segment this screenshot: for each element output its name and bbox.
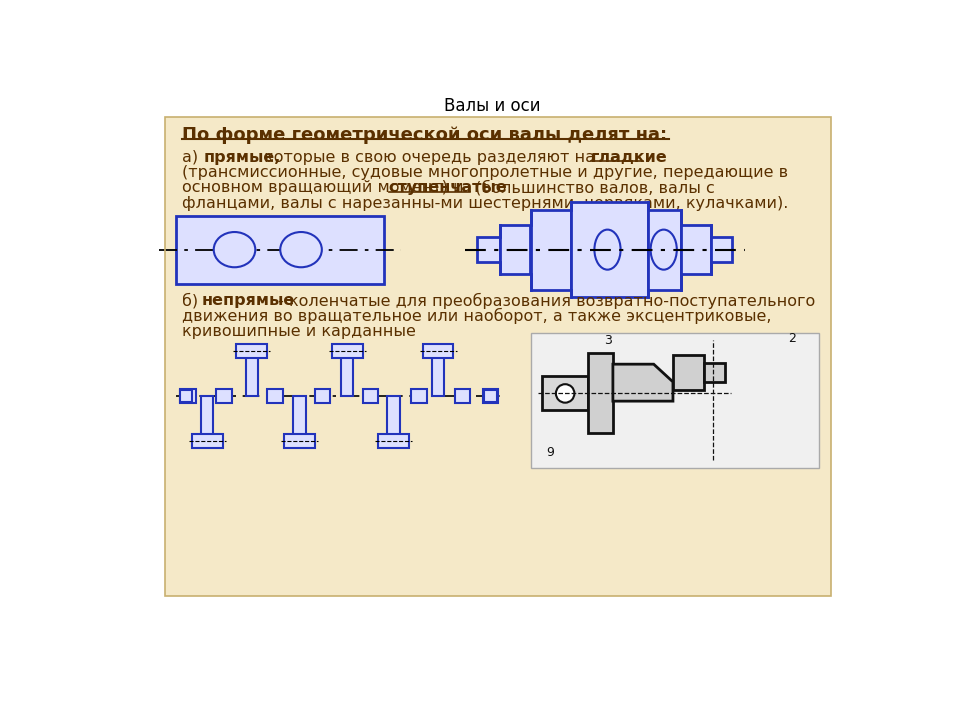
Text: б): б) (182, 293, 199, 308)
Bar (531, 210, 570, 289)
Bar (422, 344, 453, 359)
Bar (363, 389, 378, 403)
Bar (711, 238, 732, 262)
Bar (476, 238, 500, 262)
Bar (180, 389, 196, 403)
Text: 2: 2 (788, 332, 797, 345)
Bar (681, 225, 711, 274)
Polygon shape (612, 364, 673, 401)
Bar (236, 344, 267, 359)
Text: основном вращающий момент) и: основном вращающий момент) и (182, 180, 464, 195)
Bar (387, 396, 399, 441)
Bar (673, 355, 704, 390)
Text: 9: 9 (546, 446, 554, 459)
Text: - коленчатые для преобразования возвратно-поступательного: - коленчатые для преобразования возвратн… (273, 293, 815, 309)
Bar (378, 433, 409, 448)
Ellipse shape (594, 230, 620, 270)
Bar (484, 390, 496, 402)
Bar (411, 389, 426, 403)
Bar (284, 433, 315, 448)
Text: гладкие: гладкие (590, 150, 667, 165)
Text: кривошипные и карданные: кривошипные и карданные (182, 323, 417, 338)
Text: а): а) (182, 150, 199, 165)
Bar (192, 433, 223, 448)
Text: (большинство валов, валы с: (большинство валов, валы с (470, 180, 715, 196)
Text: прямые,: прямые, (204, 150, 280, 165)
Text: которые в свою очередь разделяют на: которые в свою очередь разделяют на (259, 150, 595, 165)
Bar (216, 389, 231, 403)
Text: 3: 3 (604, 334, 612, 347)
Bar (432, 351, 444, 396)
Text: фланцами, валы с нарезанны-ми шестернями, червяками, кулачками).: фланцами, валы с нарезанны-ми шестернями… (182, 196, 789, 211)
Bar (332, 344, 363, 359)
Text: (трансмиссионные, судовые многопролетные и другие, передающие в: (трансмиссионные, судовые многопролетные… (182, 165, 788, 180)
Bar (201, 396, 213, 441)
Bar (246, 351, 258, 396)
Bar (341, 351, 353, 396)
Text: непрямые: непрямые (202, 293, 295, 307)
Text: ступенчатые: ступенчатые (389, 180, 508, 195)
Text: движения во вращательное или наоборот, а также эксцентриковые,: движения во вращательное или наоборот, а… (182, 308, 772, 324)
Bar (704, 363, 726, 382)
Bar (570, 202, 648, 297)
Ellipse shape (214, 232, 255, 267)
Circle shape (556, 384, 574, 402)
Bar (165, 117, 830, 596)
Bar (294, 396, 305, 441)
Bar (177, 216, 384, 284)
Bar (648, 210, 681, 289)
Bar (165, 117, 830, 596)
Text: Валы и оси: Валы и оси (444, 97, 540, 115)
Bar (483, 389, 498, 403)
Bar (500, 225, 531, 274)
Text: По форме геометрической оси валы делят на:: По форме геометрической оси валы делят н… (182, 127, 667, 145)
Bar (180, 390, 192, 402)
Bar (588, 354, 612, 433)
Bar (267, 389, 282, 403)
Bar (542, 377, 588, 410)
Ellipse shape (651, 230, 677, 270)
Bar (531, 333, 819, 467)
Ellipse shape (280, 232, 322, 267)
Bar (455, 389, 470, 403)
Bar (315, 389, 330, 403)
